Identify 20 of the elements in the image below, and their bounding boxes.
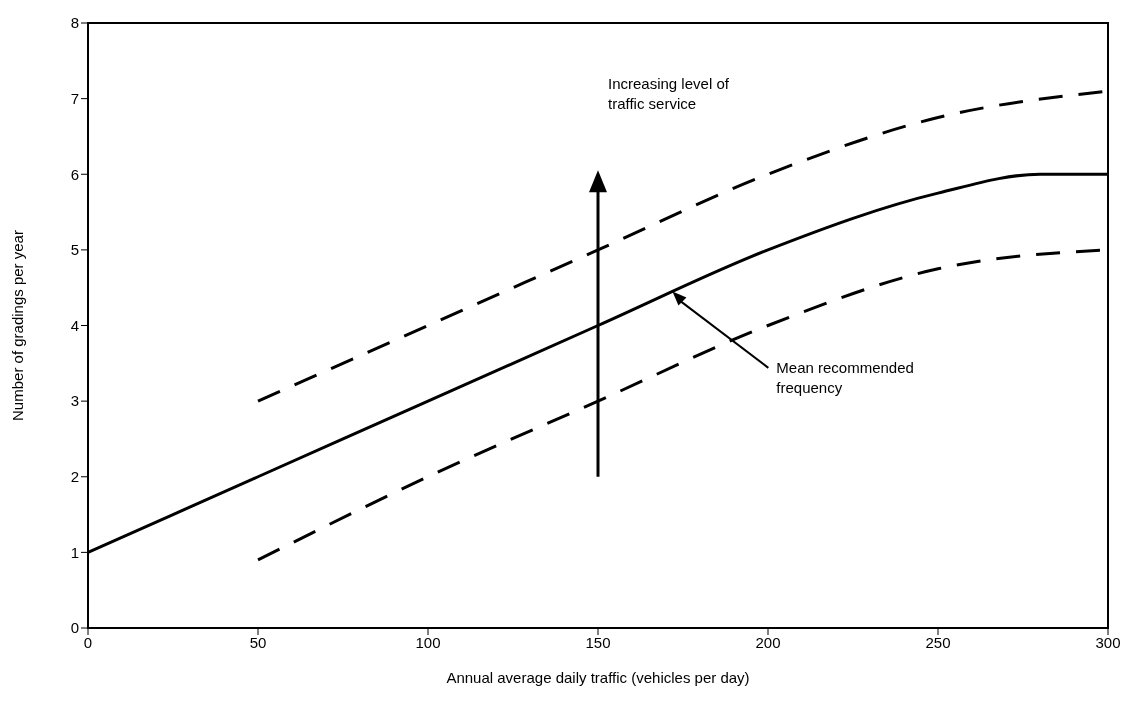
x-axis-title: Annual average daily traffic (vehicles per day)	[446, 669, 750, 686]
x-tick-label: 150	[585, 633, 611, 651]
x-tick-label: 50	[249, 633, 267, 651]
y-axis-title: Number of gradings per year	[9, 230, 27, 421]
x-tick-label: 300	[1095, 633, 1121, 651]
y-tick-label: 1	[70, 543, 79, 561]
x-tick-label: 250	[925, 633, 951, 651]
y-tick-label: 7	[70, 89, 79, 107]
x-tick-label: 200	[755, 633, 781, 651]
x-tick-label: 100	[415, 633, 441, 651]
y-tick-label: 0	[70, 619, 79, 637]
x-tick-label: 0	[83, 633, 93, 651]
y-tick-label: 3	[70, 392, 79, 410]
y-tick-label: 6	[70, 165, 79, 183]
y-tick-label: 2	[70, 468, 79, 486]
annotation: Mean recommended frequency	[776, 357, 915, 398]
y-tick-label: 4	[70, 316, 79, 334]
y-tick-label: 8	[70, 14, 79, 32]
y-tick-label: 5	[70, 241, 79, 259]
annotation: Increasing level of traffic service	[608, 74, 730, 115]
